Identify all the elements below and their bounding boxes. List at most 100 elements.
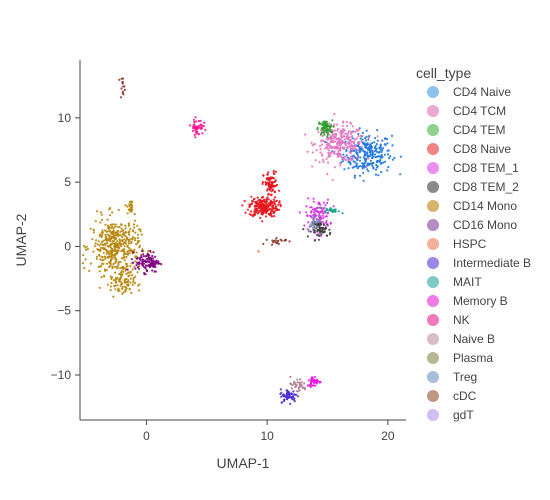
data-point	[324, 123, 327, 126]
data-point	[114, 252, 117, 255]
data-point	[137, 267, 141, 270]
data-point	[352, 145, 355, 148]
data-point	[367, 170, 370, 173]
data-point	[351, 125, 355, 128]
data-point	[122, 249, 125, 252]
data-point	[267, 208, 270, 211]
data-point	[321, 123, 325, 127]
data-point	[374, 149, 377, 152]
data-point	[256, 203, 259, 206]
data-point	[333, 166, 336, 169]
data-point	[105, 235, 108, 238]
legend-swatch	[427, 219, 439, 231]
data-point	[365, 129, 368, 132]
data-point	[273, 203, 276, 206]
data-point	[333, 209, 336, 212]
data-point	[337, 127, 340, 131]
data-point	[360, 145, 363, 148]
legend-swatch	[427, 200, 439, 212]
data-point	[321, 214, 324, 217]
data-point	[369, 144, 372, 147]
data-point	[325, 221, 328, 224]
data-point	[279, 203, 282, 206]
data-point	[96, 243, 99, 246]
data-point	[109, 223, 112, 226]
data-point	[136, 262, 139, 265]
series-cd14-mono	[81, 200, 152, 298]
data-point	[100, 242, 103, 245]
data-point	[267, 192, 270, 195]
data-point	[105, 252, 108, 255]
data-point	[313, 211, 316, 214]
data-point	[127, 231, 130, 234]
data-point	[125, 262, 128, 265]
data-point	[119, 230, 122, 233]
data-point	[386, 153, 390, 156]
data-point	[273, 172, 276, 176]
data-point	[383, 153, 386, 156]
series-mait	[319, 206, 344, 215]
data-point	[105, 269, 108, 272]
data-point	[357, 149, 360, 152]
data-point	[121, 287, 124, 290]
data-point	[306, 214, 309, 218]
data-point	[260, 203, 263, 206]
data-point	[117, 261, 120, 264]
data-point	[348, 161, 352, 164]
legend-label: CD8 TEM_1	[453, 161, 519, 175]
data-point	[333, 129, 336, 132]
series-cd8-naive	[241, 169, 282, 223]
data-point	[115, 266, 118, 269]
data-point	[127, 252, 130, 255]
data-point	[325, 146, 328, 149]
data-point	[197, 120, 200, 123]
data-point	[114, 260, 118, 263]
data-point	[116, 284, 119, 287]
data-point	[359, 146, 362, 149]
data-point	[120, 227, 123, 230]
data-point	[157, 260, 160, 263]
data-point	[320, 127, 323, 130]
data-point	[354, 138, 357, 141]
data-point	[310, 221, 313, 224]
data-point	[130, 237, 133, 240]
data-point	[325, 141, 329, 144]
data-point	[108, 208, 111, 211]
data-point	[336, 155, 340, 158]
data-point	[106, 224, 110, 227]
data-point	[356, 129, 359, 132]
data-point	[340, 133, 343, 136]
data-point	[131, 283, 134, 286]
data-point	[100, 262, 104, 265]
data-point	[143, 273, 146, 276]
data-point	[361, 167, 364, 170]
data-point	[327, 149, 330, 152]
data-point	[102, 258, 105, 261]
data-point	[352, 130, 355, 134]
data-point	[154, 265, 157, 269]
data-point	[342, 153, 345, 156]
data-point	[134, 255, 137, 258]
data-point	[151, 269, 154, 272]
legend-label: Treg	[453, 370, 477, 384]
data-point	[373, 153, 377, 156]
data-point	[353, 174, 357, 177]
legend-swatch	[427, 333, 439, 345]
data-point	[129, 227, 132, 230]
data-point	[261, 213, 264, 216]
data-point	[320, 131, 323, 134]
data-point	[319, 223, 323, 226]
data-point	[313, 239, 316, 242]
data-point	[103, 274, 106, 277]
data-point	[241, 204, 244, 207]
data-point	[272, 169, 275, 172]
data-point	[295, 384, 298, 387]
data-point	[302, 228, 305, 231]
data-point	[354, 157, 357, 160]
data-point	[263, 198, 266, 201]
data-point	[314, 384, 317, 387]
data-point	[248, 213, 251, 216]
data-point	[277, 242, 280, 245]
data-point	[134, 275, 137, 278]
data-point	[107, 255, 110, 259]
